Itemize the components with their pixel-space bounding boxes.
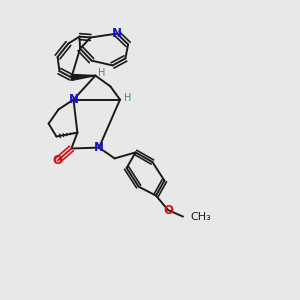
Polygon shape [71, 74, 95, 80]
Text: CH₃: CH₃ [190, 212, 211, 222]
Text: O: O [52, 154, 63, 167]
Text: N: N [68, 93, 79, 106]
Text: N: N [94, 141, 104, 154]
Text: H: H [98, 68, 106, 78]
Text: N: N [112, 27, 122, 40]
Text: O: O [163, 203, 173, 217]
Text: H: H [124, 93, 131, 103]
